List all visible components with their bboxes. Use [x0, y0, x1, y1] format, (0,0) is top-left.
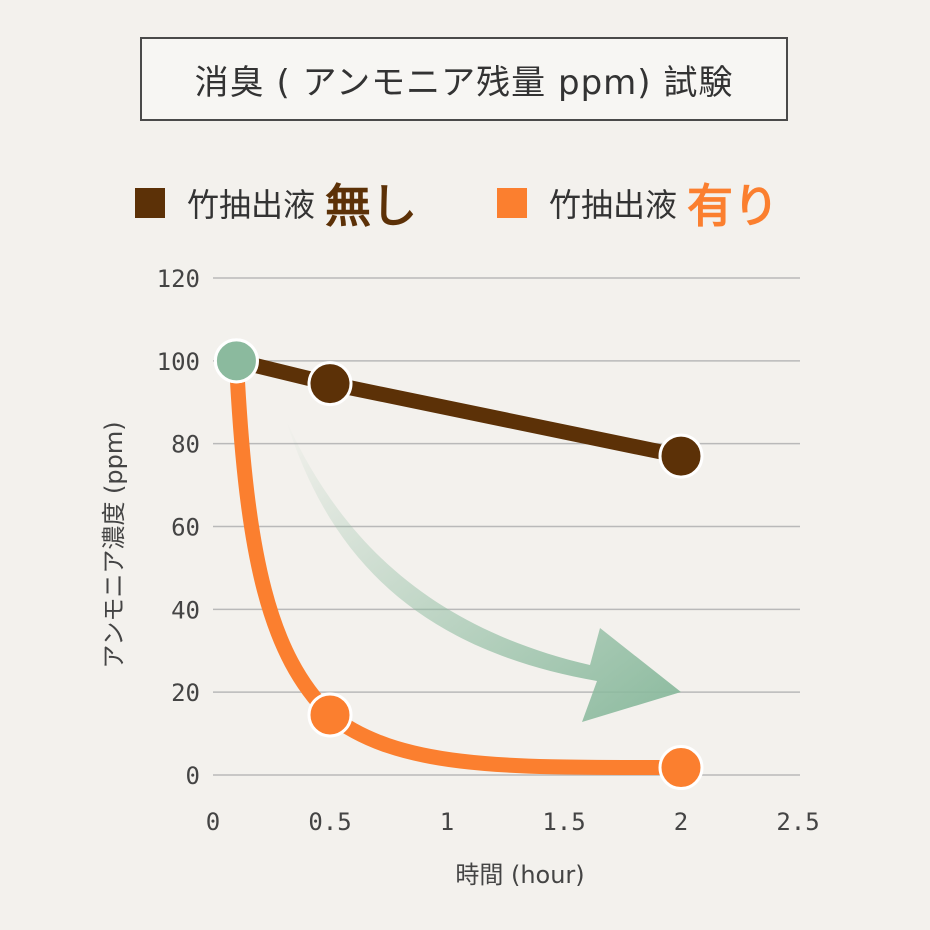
x-tick-label-2.5: 2.5 [776, 808, 819, 836]
data-point-1-1 [307, 692, 353, 738]
y-tick-label-120: 120 [157, 265, 200, 293]
y-tick-label-60: 60 [171, 514, 200, 542]
x-tick-label-1.5: 1.5 [542, 808, 585, 836]
data-point-1-2 [658, 745, 704, 791]
x-axis-label: 時間 (hour) [455, 861, 584, 889]
trend-arrow [286, 420, 681, 722]
y-tick-label-80: 80 [171, 431, 200, 459]
legend-item-without: 竹抽出液 無し [135, 178, 417, 233]
y-tick-label-20: 20 [171, 679, 200, 707]
y-axis-ticks: 0 20 40 60 80 100 120 [157, 265, 200, 790]
series-layer [213, 338, 704, 791]
data-point-1-0 [213, 338, 259, 384]
x-tick-label-0.5: 0.5 [308, 808, 351, 836]
data-point-0-2 [658, 433, 704, 479]
x-axis-ticks: 0 0.5 1 1.5 2 2.5 [206, 808, 820, 836]
y-axis-label: アンモニア濃度 (ppm) [100, 421, 128, 668]
legend-swatch-with [497, 188, 527, 218]
x-tick-label-1: 1 [440, 808, 454, 836]
legend-label-with: 竹抽出液 [549, 186, 678, 224]
legend-emphasis-without: 無し [325, 179, 418, 233]
legend-emphasis-with: 有り [687, 179, 780, 233]
y-tick-label-100: 100 [157, 348, 200, 376]
legend-label-without: 竹抽出液 [187, 186, 316, 224]
grid-lines [213, 277, 800, 776]
x-tick-label-0: 0 [206, 808, 220, 836]
x-tick-label-2: 2 [674, 808, 688, 836]
legend-swatch-without [135, 188, 165, 218]
data-point-0-1 [307, 361, 353, 407]
y-tick-label-0: 0 [186, 762, 200, 790]
legend-item-with: 竹抽出液 有り [497, 178, 779, 233]
series-line-0 [228, 353, 689, 464]
y-tick-label-40: 40 [171, 596, 200, 624]
chart-title: 消臭 ( アンモニア残量 ppm) 試験 [140, 37, 788, 121]
